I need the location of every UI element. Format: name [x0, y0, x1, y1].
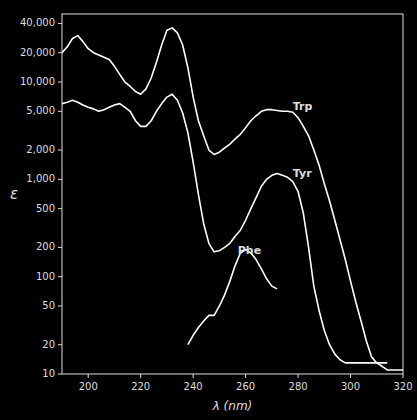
- tick-label: 20,000: [20, 47, 55, 58]
- tick-label: 240: [184, 381, 203, 392]
- tick-label: 20: [42, 339, 55, 350]
- tick-label: 280: [289, 381, 308, 392]
- annotations: Trp Tyr Phe: [238, 100, 313, 258]
- chart: 10 20 50 100 200 500 1,000 2,000 5,000 10,000 20,0…: [0, 0, 417, 420]
- tick-label: 100: [36, 271, 55, 282]
- tick-label: 40,000: [20, 17, 55, 28]
- tick-mark: [350, 374, 351, 378]
- tick-label: 220: [131, 381, 150, 392]
- series-line: [188, 250, 277, 345]
- tick-label: 50: [42, 300, 55, 311]
- annotation: Phe: [238, 244, 261, 257]
- tick-mark: [140, 374, 141, 378]
- tick-label: 1,000: [26, 173, 55, 184]
- annotation: Tyr: [293, 167, 312, 180]
- tick-label: 2,000: [26, 144, 55, 155]
- tick-label: 500: [36, 203, 55, 214]
- tick-mark: [58, 276, 62, 277]
- x-axis-label: λ (nm): [212, 399, 253, 413]
- annotation: Trp: [293, 100, 313, 113]
- tick-mark: [58, 344, 62, 345]
- tick-mark: [88, 374, 89, 378]
- tick-mark: [403, 374, 404, 378]
- tick-label: 200: [79, 381, 98, 392]
- tick-mark: [298, 374, 299, 378]
- tick-label: 10: [42, 368, 55, 379]
- tick-mark: [58, 247, 62, 248]
- tick-label: 200: [36, 241, 55, 252]
- tick-label: 10,000: [20, 76, 55, 87]
- tick-mark: [58, 111, 62, 112]
- background: [0, 0, 417, 420]
- axes: 10 20 50 100 200 500 1,000 2,000 5,000 10,000 20,0…: [20, 14, 413, 392]
- series-line: [62, 94, 387, 363]
- tick-mark: [58, 52, 62, 53]
- series-line: [62, 28, 403, 370]
- plot-frame: [62, 14, 403, 374]
- tick-mark: [58, 374, 62, 375]
- tick-label: 320: [393, 381, 412, 392]
- tick-mark: [58, 150, 62, 151]
- series-group: [62, 28, 403, 370]
- tick-mark: [58, 208, 62, 209]
- y-axis-label: ε: [10, 185, 18, 203]
- tick-mark: [193, 374, 194, 378]
- tick-label: 300: [341, 381, 360, 392]
- tick-mark: [58, 179, 62, 180]
- tick-label: 5,000: [26, 105, 55, 116]
- tick-mark: [58, 82, 62, 83]
- tick-label: 260: [236, 381, 255, 392]
- tick-mark: [58, 23, 62, 24]
- tick-mark: [58, 305, 62, 306]
- tick-mark: [245, 374, 246, 378]
